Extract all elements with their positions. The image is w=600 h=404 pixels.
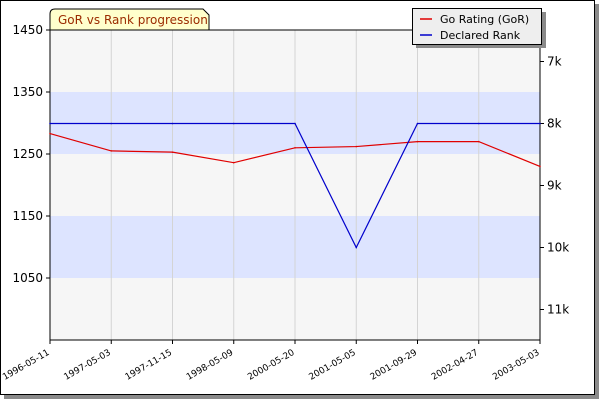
data-point-gor xyxy=(110,150,113,152)
chart-title: GoR vs Rank progression xyxy=(58,13,208,27)
data-point-rank xyxy=(171,122,174,125)
y-tick-label: 1150 xyxy=(12,209,43,223)
data-point-gor xyxy=(355,145,358,148)
y-tick-label: 1250 xyxy=(12,147,43,161)
legend-box xyxy=(412,8,542,45)
data-point-gor xyxy=(416,140,419,143)
series-gor xyxy=(49,132,541,168)
rank-tick-label: 9k xyxy=(547,179,562,193)
rank-tick-label: 8k xyxy=(547,117,562,131)
grid-lines xyxy=(110,30,480,340)
data-point-rank xyxy=(416,122,419,125)
legend-label-rank: Declared Rank xyxy=(440,29,521,42)
legend-label-gor: Go Rating (GoR) xyxy=(440,13,529,26)
y-tick-label: 1350 xyxy=(12,85,43,99)
data-point-rank xyxy=(49,122,51,125)
data-point-gor xyxy=(539,165,541,168)
rank-tick-label: 10k xyxy=(547,241,569,255)
left-axis: 1450 1350 1250 1150 1050 xyxy=(12,23,50,285)
title-box xyxy=(49,8,210,31)
title-tab: GoR vs Rank progression xyxy=(49,8,210,31)
data-point-gor xyxy=(49,132,51,135)
data-point-rank xyxy=(477,122,480,125)
rank-tick-label: 7k xyxy=(547,55,562,69)
data-point-rank xyxy=(110,122,113,125)
legend: Go Rating (GoR) Declared Rank xyxy=(412,8,546,48)
data-point-gor xyxy=(477,140,480,143)
data-point-rank xyxy=(539,122,541,125)
data-point-gor xyxy=(171,151,174,153)
y-tick-label: 1050 xyxy=(12,271,43,285)
rank-tick-label: 11k xyxy=(547,303,569,317)
series-rank xyxy=(49,122,541,249)
data-point-rank xyxy=(355,246,358,249)
y-tick-label: 1450 xyxy=(12,23,43,37)
right-axis: 7k 8k 9k 10k 11k xyxy=(540,55,569,317)
data-point-rank xyxy=(232,122,235,125)
data-point-gor xyxy=(232,161,235,164)
data-point-rank xyxy=(294,122,296,125)
series-group xyxy=(49,122,541,249)
data-point-gor xyxy=(294,147,296,149)
